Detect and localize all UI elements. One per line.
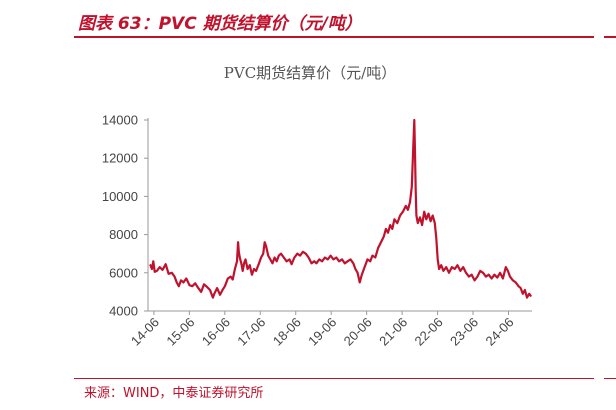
x-tick-label: 17-06 [234, 315, 268, 349]
y-tick-label: 8000 [109, 227, 138, 242]
source-note: 来源：WIND，中泰证券研究所 [84, 386, 264, 401]
header-divider [74, 36, 594, 38]
series-line [149, 118, 532, 299]
y-tick-label: 6000 [109, 265, 138, 280]
x-tick-label: 22-06 [412, 315, 446, 349]
y-axis-ticks: 4000 6000 8000 10000 12000 14000 [102, 113, 148, 319]
chart-series [149, 118, 532, 299]
chart-axes [147, 118, 532, 312]
y-tick-label: 12000 [102, 151, 138, 166]
chart-title: PVC期货结算价（元/吨） [223, 64, 397, 82]
source-divider-right [604, 378, 616, 379]
y-tick-label: 10000 [102, 189, 138, 204]
x-tick-label: 20-06 [341, 315, 375, 349]
x-tick-label: 23-06 [447, 315, 481, 349]
x-tick-label: 24-06 [482, 315, 516, 349]
x-axis-ticks: 14-06 15-06 16-06 17-06 18-06 19-06 20-06 21-06… [128, 311, 517, 349]
header-divider-right [604, 36, 616, 38]
x-tick-label: 15-06 [163, 315, 197, 349]
figure-header: 图表 63：PVC 期货结算价（元/吨） [0, 0, 616, 40]
x-tick-label: 18-06 [270, 315, 304, 349]
y-tick-label: 14000 [102, 113, 138, 128]
y-tick-label: 4000 [109, 304, 138, 319]
x-tick-label: 21-06 [376, 315, 410, 349]
x-tick-label: 14-06 [128, 315, 162, 349]
figure-title: 图表 63：PVC 期货结算价（元/吨） [78, 14, 362, 34]
x-tick-label: 19-06 [305, 315, 339, 349]
source-divider [74, 378, 594, 379]
x-tick-label: 16-06 [199, 315, 233, 349]
